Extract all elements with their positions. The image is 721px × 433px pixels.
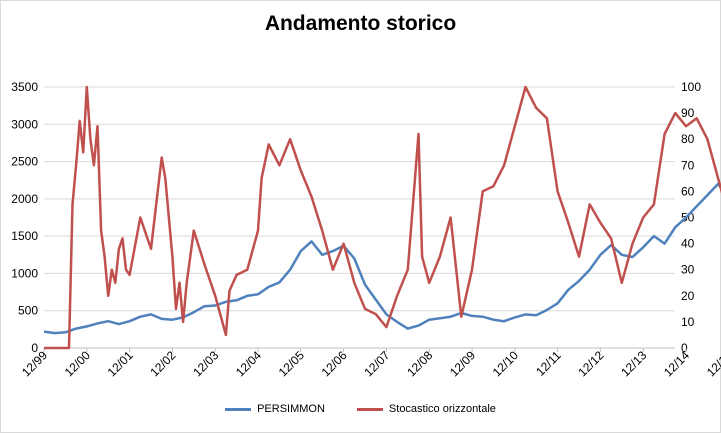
y-axis-left: 0 500 1000 1500 2000 2500 3000 3500: [11, 80, 38, 355]
x-tick-label: 12/11: [533, 348, 564, 379]
y-right-tick-label: 30: [681, 263, 695, 277]
x-tick-label: 12/00: [62, 348, 93, 379]
y-left-tick-label: 3000: [11, 117, 38, 131]
series-lines: [43, 85, 721, 350]
y-left-tick-label: 2500: [11, 155, 38, 169]
x-tick-label: 12/03: [190, 348, 221, 379]
legend-label-persimmon: PERSIMMON: [257, 403, 325, 415]
chart-title: Andamento storico: [264, 12, 457, 35]
legend-swatch-persimmon: [225, 407, 252, 411]
x-tick-label: 12/02: [147, 348, 178, 379]
x-tick-label: 12/05: [276, 348, 307, 379]
legend-swatch-stocastico: [356, 407, 383, 411]
y-left-tick-label: 1500: [11, 229, 38, 243]
legend: PERSIMMON Stocastico orizzontale: [0, 403, 721, 415]
x-tick-label: 12/99: [19, 348, 50, 379]
y-left-tick-label: 500: [18, 304, 38, 318]
y-right-tick-label: 0: [681, 341, 688, 355]
x-tick-label: 12/09: [447, 348, 478, 379]
y-left-tick-label: 3500: [11, 80, 38, 94]
legend-item-persimmon: PERSIMMON: [225, 403, 325, 415]
x-axis: 12/99 12/00 12/01 12/02 12/03 12/04 12/05 12/06…: [19, 347, 721, 379]
y-left-tick-label: 2000: [11, 192, 38, 206]
y-right-tick-label: 20: [681, 289, 695, 303]
y-right-tick-label: 90: [681, 106, 695, 120]
x-tick-label: 12/13: [618, 348, 649, 379]
y-right-tick-label: 70: [681, 158, 695, 172]
y-right-tick-label: 60: [681, 184, 695, 198]
series-line-stocastico: [44, 85, 721, 350]
y-left-tick-label: 1000: [11, 266, 38, 280]
x-tick-label: 12/04: [233, 348, 264, 379]
x-tick-label: 12/12: [575, 348, 606, 379]
legend-item-stocastico: Stocastico orizzontale: [356, 403, 496, 415]
x-tick-label: 12/06: [319, 348, 350, 379]
gridlines: [44, 86, 675, 349]
y-right-tick-label: 100: [681, 80, 701, 94]
legend-label-stocastico: Stocastico orizzontale: [388, 403, 496, 415]
y-left-tick-label: 0: [31, 341, 38, 355]
x-tick-label: 12/07: [361, 348, 392, 379]
y-right-tick-label: 10: [681, 315, 695, 329]
x-tick-label: 12/15: [704, 348, 721, 379]
y-axis-right: 0 10 20 30 40 50 60 70 80 90 100: [681, 80, 701, 355]
x-tick-label: 12/08: [404, 348, 435, 379]
y-right-tick-label: 40: [681, 237, 695, 251]
y-right-tick-label: 50: [681, 211, 695, 225]
x-tick-label: 12/01: [105, 348, 136, 379]
y-right-tick-label: 80: [681, 132, 695, 146]
x-tick-label: 12/10: [490, 348, 521, 379]
